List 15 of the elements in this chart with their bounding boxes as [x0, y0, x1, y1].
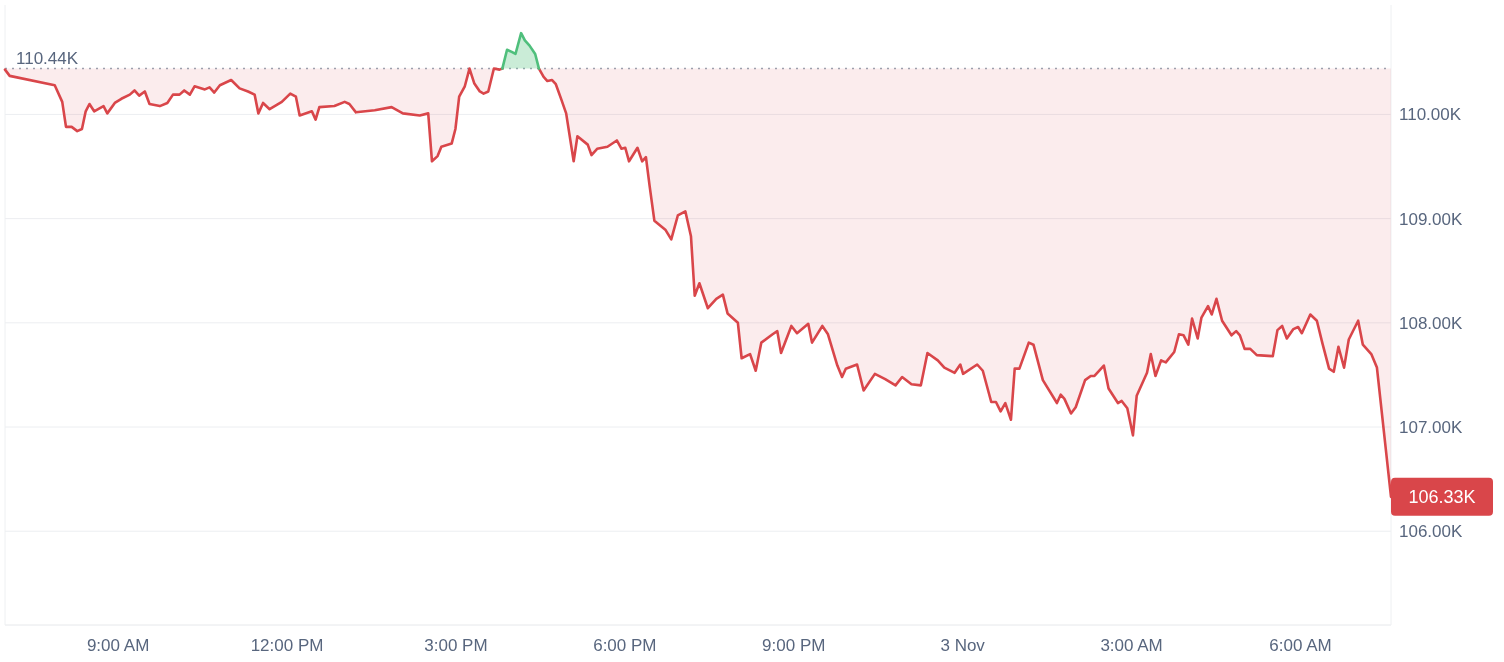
x-tick-label: 3 Nov — [940, 636, 986, 656]
x-tick-label: 6:00 AM — [1269, 636, 1332, 656]
ref-line-label: 110.44K — [16, 48, 79, 68]
y-tick-label: 107.00K — [1399, 417, 1463, 437]
x-tick-label: 9:00 PM — [762, 636, 826, 656]
annotation: 106.33K — [1408, 487, 1476, 508]
y-tick-label: 106.00K — [1399, 522, 1463, 542]
y-tick-label: 110.00K — [1399, 105, 1462, 125]
x-tick-label: 6:00 PM — [593, 636, 657, 656]
x-tick-label: 12:00 PM — [250, 636, 324, 656]
x-tick-label: 3:00 PM — [424, 636, 488, 656]
y-tick-label: 109.00K — [1399, 209, 1463, 229]
x-tick-label: 9:00 AM — [86, 636, 150, 656]
x-tick-label: 3:00 AM — [1100, 636, 1163, 656]
y-tick-label: 108.00K — [1399, 313, 1463, 333]
